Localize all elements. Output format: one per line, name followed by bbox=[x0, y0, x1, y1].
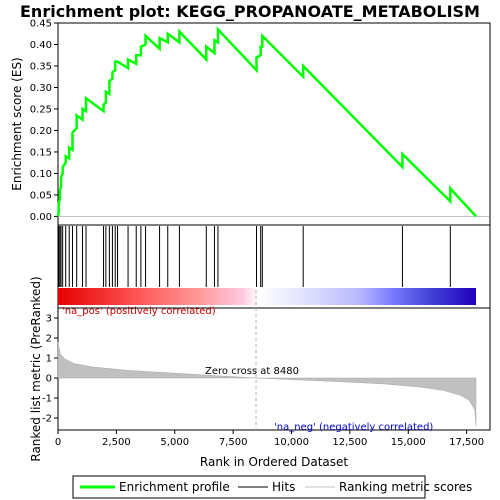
es-y-tick-label: 0.05 bbox=[30, 190, 52, 201]
x-tick-label: 10,000 bbox=[274, 437, 309, 448]
es-y-tick-label: 0.35 bbox=[30, 61, 52, 72]
metric-y-tick-label: -1 bbox=[42, 394, 52, 405]
rank-color-bar bbox=[58, 288, 476, 305]
x-tick-label: 17,500 bbox=[449, 437, 484, 448]
es-y-tick-label: 0.20 bbox=[30, 126, 52, 137]
es-panel-frame bbox=[57, 22, 491, 226]
x-tick-label: 2,500 bbox=[102, 437, 131, 448]
ranking-metric-area bbox=[57, 341, 477, 427]
metric-y-tick-label: 3 bbox=[46, 314, 52, 325]
legend-metric-label: Ranking metric scores bbox=[339, 480, 472, 494]
x-tick-label: 15,000 bbox=[391, 437, 426, 448]
x-tick-label: 0 bbox=[55, 437, 61, 448]
x-axis: 0 2,500 5,000 7,500 10,000 12,500 15,000 17,500 bbox=[55, 430, 484, 448]
enrichment-profile-line bbox=[56, 26, 477, 218]
es-y-tick-label: 0.15 bbox=[30, 147, 52, 158]
x-tick-label: 12,500 bbox=[332, 437, 367, 448]
metric-y-tick-label: -2 bbox=[42, 414, 52, 425]
x-tick-label: 5,000 bbox=[160, 437, 189, 448]
chart-title: Enrichment plot: KEGG_PROPANOATE_METABOL… bbox=[20, 2, 480, 21]
zero-cross-label: Zero cross at 8480 bbox=[205, 366, 299, 377]
metric-y-axis-title: Ranked list metric (PreRanked) bbox=[29, 276, 43, 461]
legend-hits-label: Hits bbox=[272, 480, 295, 494]
es-y-tick-label: 0.10 bbox=[30, 169, 52, 180]
metric-y-tick-label: 0 bbox=[46, 374, 52, 385]
es-y-axis: 0.00 0.05 0.10 0.15 0.20 0.25 0.30 0.35 0.40 0.45 bbox=[30, 19, 58, 223]
es-y-tick-label: 0.40 bbox=[30, 40, 52, 51]
negative-correlation-label: 'na_neg' (negatively correlated) bbox=[274, 422, 433, 433]
es-y-tick-label: 0.00 bbox=[30, 212, 52, 223]
metric-y-tick-label: 1 bbox=[46, 354, 52, 365]
x-axis-title: Rank in Ordered Dataset bbox=[200, 455, 348, 469]
x-tick-label: 7,500 bbox=[219, 437, 248, 448]
es-y-tick-label: 0.25 bbox=[30, 104, 52, 115]
es-y-tick-label: 0.45 bbox=[30, 19, 52, 30]
hits-marks bbox=[58, 226, 451, 287]
metric-y-tick-label: 2 bbox=[46, 334, 52, 345]
positive-correlation-label: 'na_pos' (positively correlated) bbox=[62, 306, 216, 317]
legend-enrichment-label: Enrichment profile bbox=[119, 480, 230, 494]
es-y-axis-title: Enrichment score (ES) bbox=[10, 57, 24, 190]
es-y-tick-label: 0.30 bbox=[30, 83, 52, 94]
metric-panel-frame bbox=[57, 307, 491, 431]
metric-y-axis: -2 -1 0 1 2 3 bbox=[42, 314, 58, 425]
